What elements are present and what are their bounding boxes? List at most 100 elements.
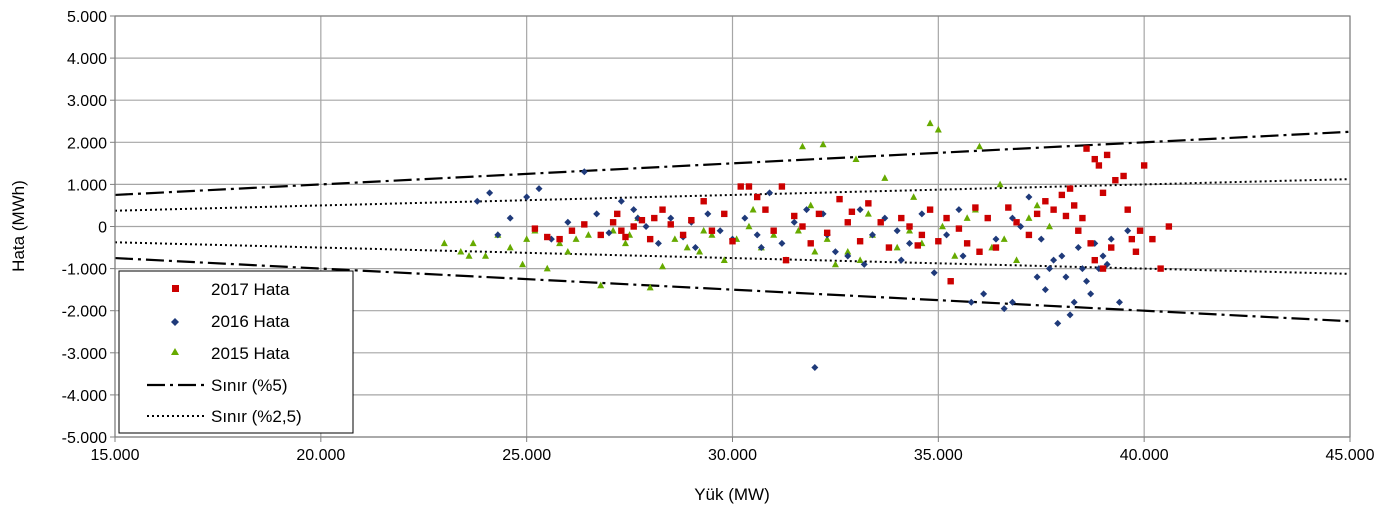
point-2017	[638, 216, 646, 224]
point-2017	[754, 193, 761, 201]
x-tick-label: 35.000	[914, 447, 963, 464]
point-2015	[856, 256, 864, 263]
y-tick-label: -5.000	[62, 430, 107, 447]
point-2017	[614, 210, 621, 218]
point-2016	[811, 364, 819, 372]
point-2015	[564, 247, 572, 255]
y-tick-label: -2.000	[62, 304, 107, 321]
point-2016	[930, 269, 938, 277]
point-2016	[753, 231, 761, 239]
point-2017	[1042, 198, 1049, 205]
point-2017	[679, 231, 687, 239]
point-2016	[1066, 311, 1074, 319]
point-2016	[860, 260, 868, 268]
point-2016	[980, 290, 988, 298]
point-2017	[963, 240, 971, 247]
point-2015	[683, 243, 691, 251]
point-2016	[992, 235, 1000, 243]
point-2017	[1120, 172, 1127, 180]
y-tick-label: 0	[98, 220, 107, 237]
legend-label-limit-2-5: Sınır (%2,5)	[211, 407, 302, 426]
point-2017	[618, 227, 625, 234]
point-2017	[1103, 151, 1111, 159]
point-2015	[1013, 256, 1021, 263]
point-2015	[506, 243, 514, 251]
point-2017	[1095, 162, 1103, 169]
point-2015	[469, 239, 477, 247]
y-axis-ticks: 5.000 4.000 3.000 2.000 1.000 0 -1.000 -2.000 -3…	[62, 9, 115, 447]
point-2017	[609, 219, 617, 226]
point-2017	[1157, 265, 1164, 272]
legend: 2017 Hata 2016 Hata 2015 Hata Sınır (%5)…	[118, 270, 354, 434]
point-2015	[621, 239, 629, 247]
point-2016	[1050, 256, 1058, 264]
point-2016	[943, 231, 951, 239]
point-2017	[762, 206, 769, 213]
point-2017	[745, 183, 753, 190]
y-tick-label: 3.000	[67, 93, 107, 110]
point-2017	[581, 221, 588, 228]
y-tick-label: -4.000	[62, 388, 107, 405]
x-axis-ticks: 15.000 20.000 25.000 30.000 35.000 40.000 45.0…	[91, 437, 1375, 464]
point-2015	[482, 252, 489, 259]
point-2016	[716, 227, 724, 235]
point-2015	[852, 155, 860, 162]
point-2017	[918, 231, 926, 239]
x-tick-label: 25.000	[502, 447, 551, 464]
point-2017	[1070, 202, 1078, 209]
legend-item-limit-2-5: Sınır (%2,5)	[147, 407, 302, 426]
point-2015	[951, 252, 959, 259]
point-2017	[778, 183, 786, 190]
point-2016	[667, 214, 675, 222]
point-2015	[519, 260, 527, 268]
point-2016	[959, 252, 967, 260]
point-2015	[934, 125, 942, 133]
point-2017	[865, 200, 872, 207]
point-2016	[967, 298, 975, 306]
legend-label-2016: 2016 Hata	[211, 312, 290, 331]
point-2017	[815, 210, 823, 218]
data-markers	[440, 119, 1173, 372]
point-2015	[996, 180, 1004, 188]
y-tick-label: 1.000	[67, 177, 107, 194]
y-tick-label: 5.000	[67, 9, 107, 26]
point-2016	[630, 206, 638, 214]
point-2015	[572, 235, 580, 242]
y-tick-label: 2.000	[67, 135, 107, 152]
point-2016	[1083, 277, 1091, 285]
point-2017	[972, 204, 979, 211]
point-2017	[556, 235, 563, 243]
legend-item-limit-5: Sınır (%5)	[147, 376, 288, 395]
point-2017	[1025, 231, 1033, 239]
point-2015	[646, 283, 654, 291]
point-2017	[568, 227, 576, 234]
point-2016	[1037, 235, 1045, 243]
point-2017	[651, 214, 658, 222]
legend-marker-2017	[172, 285, 179, 292]
point-2017	[1079, 214, 1086, 222]
point-2017	[799, 223, 806, 230]
point-2017	[943, 214, 950, 222]
point-2017	[1066, 185, 1074, 192]
x-tick-label: 40.000	[1120, 447, 1169, 464]
point-2016	[1087, 290, 1095, 298]
point-2017	[836, 195, 843, 203]
point-2017	[1108, 244, 1115, 251]
point-2015	[811, 247, 819, 255]
point-2015	[976, 142, 983, 150]
point-2016	[1074, 244, 1082, 252]
point-2016	[1078, 265, 1086, 273]
point-2015	[696, 247, 704, 255]
legend-label-2015: 2015 Hata	[211, 344, 290, 363]
point-2017	[729, 238, 736, 245]
point-2016	[778, 239, 786, 247]
point-2016	[757, 244, 765, 252]
point-2016	[1008, 298, 1016, 306]
point-2017	[955, 225, 963, 232]
point-2016	[691, 244, 699, 252]
y-axis-title: Hata (MWh)	[9, 180, 28, 272]
point-2017	[597, 231, 604, 239]
point-2017	[1124, 206, 1131, 213]
point-2015	[597, 281, 605, 289]
